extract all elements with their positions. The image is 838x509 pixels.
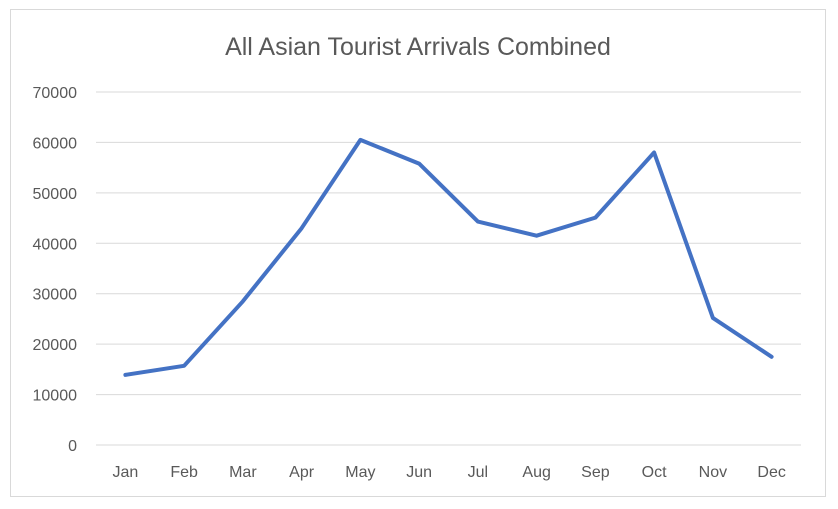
series-line (123, 137, 774, 377)
x-tick-label: Jan (112, 464, 138, 481)
x-tick-label: Nov (699, 464, 727, 481)
x-tick-label: Jul (468, 464, 488, 481)
x-axis-ticks: Jan Feb Mar Apr May Jun Jul Aug Sep Oct Nov Dec (112, 464, 785, 481)
y-tick-label: 60000 (33, 135, 78, 152)
x-tick-label: Mar (229, 464, 257, 481)
y-tick-label: 40000 (33, 236, 78, 253)
x-tick-label: Sep (581, 464, 610, 481)
x-tick-label: May (345, 464, 375, 481)
y-tick-label: 70000 (33, 85, 78, 102)
x-tick-label: Feb (170, 464, 198, 481)
y-axis-ticks: 0 10000 20000 30000 40000 50000 60000 70000 (33, 85, 78, 455)
x-tick-label: Apr (289, 464, 315, 481)
y-tick-label: 30000 (33, 287, 78, 304)
series-layer (123, 137, 774, 377)
chart-title: All Asian Tourist Arrivals Combined (225, 33, 611, 61)
y-tick-label: 20000 (33, 337, 78, 354)
x-tick-label: Jun (406, 464, 432, 481)
x-tick-label: Aug (522, 464, 550, 481)
y-tick-label: 0 (68, 438, 77, 455)
y-tick-label: 10000 (33, 388, 78, 405)
x-tick-label: Dec (757, 464, 785, 481)
y-tick-label: 50000 (33, 186, 78, 203)
x-tick-label: Oct (642, 464, 667, 481)
